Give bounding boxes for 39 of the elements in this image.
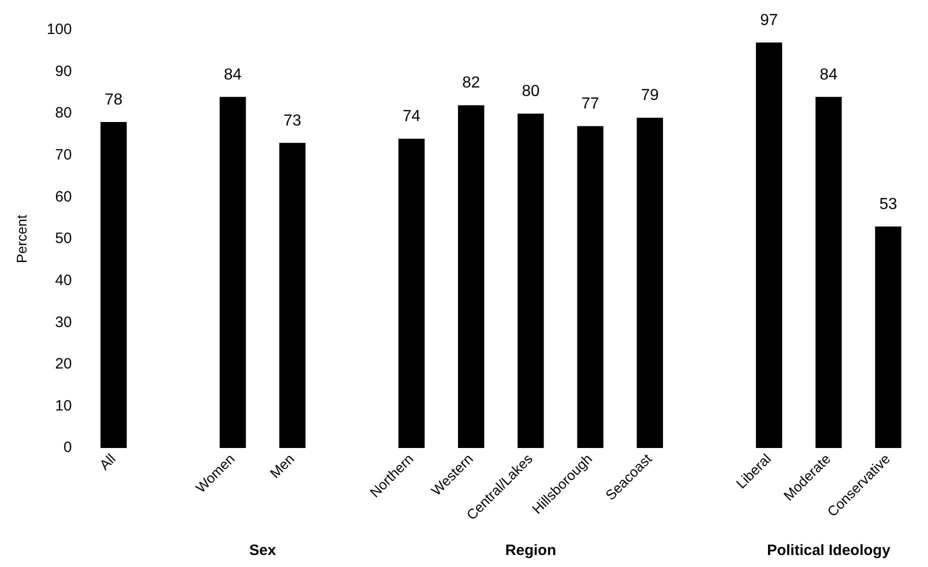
data-label: 84	[820, 66, 838, 84]
x-tick-label: All	[96, 450, 118, 473]
x-tick-label: Men	[266, 450, 298, 482]
bar	[816, 96, 842, 448]
bar	[577, 126, 604, 448]
bar	[220, 96, 246, 448]
data-label: 77	[581, 96, 600, 113]
y-axis-title: Percent	[13, 214, 30, 264]
bar	[636, 118, 663, 448]
y-tick-label: 100	[46, 21, 72, 38]
data-label: 84	[224, 66, 242, 84]
data-label: 97	[760, 12, 778, 29]
data-label: 79	[640, 87, 659, 104]
y-tick-label: 70	[55, 146, 72, 164]
data-label: 80	[522, 83, 540, 100]
data-label: 78	[104, 91, 123, 108]
data-label: 74	[402, 108, 421, 126]
data-label: 73	[283, 112, 302, 130]
y-tick-label: 50	[55, 230, 72, 248]
bar	[756, 42, 782, 448]
y-tick-label: 40	[55, 272, 72, 289]
text: Political Ideology	[766, 542, 891, 559]
bar	[875, 226, 902, 448]
y-tick-label: 60	[55, 188, 72, 206]
y-tick-label: 20	[55, 356, 72, 373]
data-label: 53	[879, 196, 898, 213]
data-label: 82	[462, 74, 480, 92]
bar	[398, 138, 425, 448]
y-tick-label: 90	[55, 62, 72, 80]
bar	[518, 114, 544, 448]
y-tick-label: 10	[55, 397, 72, 414]
y-tick-label: 80	[55, 104, 72, 122]
text: Region	[505, 542, 556, 559]
text: Sex	[249, 542, 277, 559]
y-tick-label: 30	[55, 314, 72, 331]
bar	[100, 122, 127, 448]
bar	[458, 105, 484, 448]
bar	[279, 142, 306, 448]
y-tick-label: 0	[63, 439, 72, 456]
